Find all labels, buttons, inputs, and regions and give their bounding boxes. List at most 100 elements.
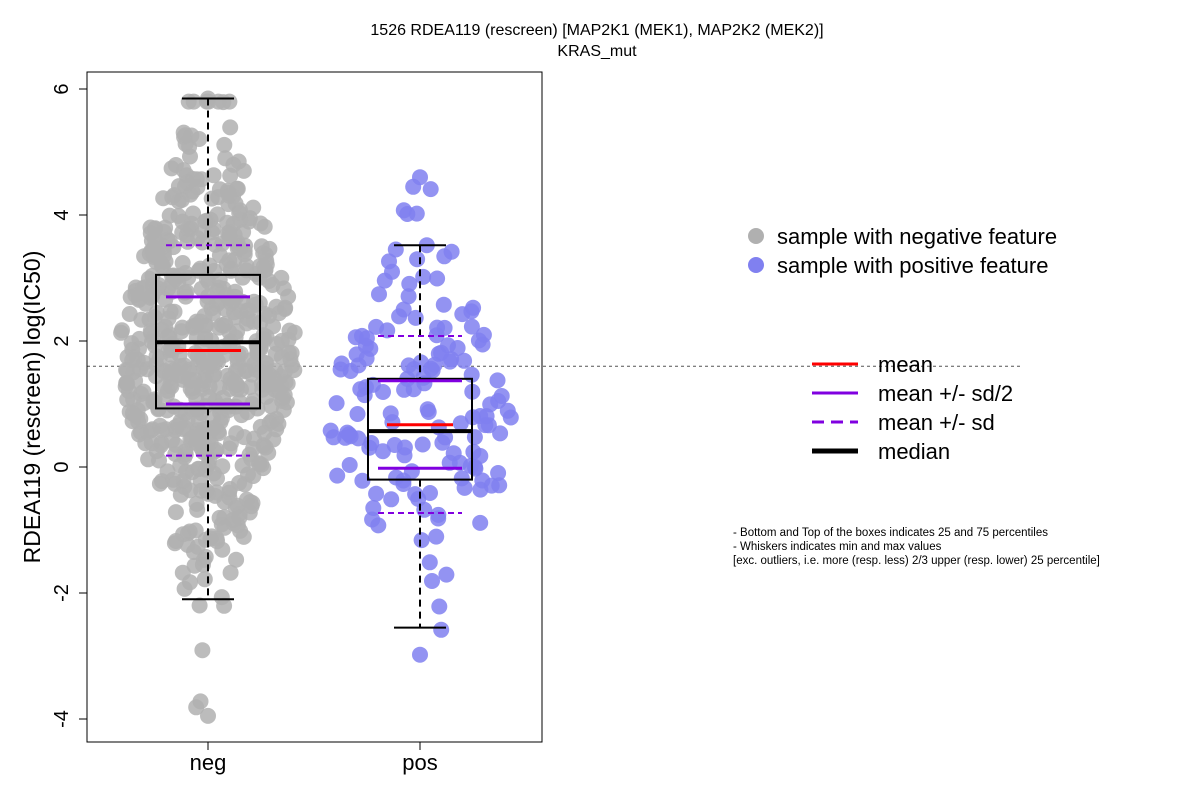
data-point xyxy=(255,460,272,477)
data-point xyxy=(221,481,238,497)
data-point xyxy=(257,355,274,371)
data-point xyxy=(219,367,236,384)
data-point xyxy=(273,377,290,394)
data-point xyxy=(490,465,507,481)
data-point xyxy=(211,319,228,336)
data-point xyxy=(188,495,205,512)
data-point xyxy=(210,93,227,110)
legend-line-label: mean +/- sd/2 xyxy=(878,381,1013,406)
legend: sample with negative feature sample with … xyxy=(748,224,1057,464)
data-point xyxy=(412,646,428,663)
data-point xyxy=(400,357,417,374)
data-point xyxy=(474,336,491,353)
data-point xyxy=(224,292,241,309)
data-point xyxy=(222,435,239,452)
data-point xyxy=(168,533,184,549)
data-point xyxy=(422,181,439,198)
data-point xyxy=(449,340,466,356)
data-point xyxy=(163,378,180,395)
data-point xyxy=(422,485,438,501)
data-point xyxy=(119,362,136,379)
data-point xyxy=(371,286,387,303)
data-point xyxy=(354,472,371,489)
y-tick-label: 4 xyxy=(51,209,73,220)
data-point xyxy=(407,309,424,326)
data-point xyxy=(192,260,209,277)
data-point xyxy=(456,479,473,496)
data-point xyxy=(329,467,346,484)
data-point xyxy=(276,301,293,317)
y-tick-label: 0 xyxy=(51,461,73,472)
legend-point-label: sample with negative feature xyxy=(777,224,1057,249)
data-point xyxy=(273,269,290,286)
data-point xyxy=(435,296,452,313)
data-point xyxy=(456,352,473,369)
legend-line-label: mean xyxy=(878,352,933,377)
data-point xyxy=(159,463,176,480)
data-point xyxy=(192,693,209,710)
data-point xyxy=(142,422,159,439)
data-point xyxy=(211,398,227,415)
data-point xyxy=(209,206,226,223)
data-point xyxy=(443,243,460,260)
data-point xyxy=(160,310,177,327)
data-point xyxy=(157,219,174,236)
data-point xyxy=(228,551,245,568)
data-point xyxy=(364,511,381,528)
data-point xyxy=(424,573,440,589)
data-point xyxy=(222,119,239,136)
data-point xyxy=(174,213,191,230)
points-neg xyxy=(113,90,303,724)
data-point xyxy=(216,136,233,153)
data-point xyxy=(280,288,297,305)
data-point xyxy=(348,346,365,363)
data-point xyxy=(164,274,181,291)
data-point xyxy=(438,566,455,583)
data-point xyxy=(483,477,500,494)
data-point xyxy=(211,272,228,288)
x-tick-label: pos xyxy=(402,750,437,775)
data-point xyxy=(179,233,196,250)
data-point xyxy=(196,571,213,588)
data-point xyxy=(409,251,426,268)
data-point xyxy=(358,330,375,347)
data-point xyxy=(193,404,209,421)
data-point xyxy=(142,225,159,242)
y-axis-label: RDEA119 (rescreen) log(IC50) xyxy=(19,251,45,564)
data-point xyxy=(209,533,226,550)
data-point xyxy=(182,186,199,203)
data-point xyxy=(405,178,422,195)
data-point xyxy=(492,425,509,442)
data-point xyxy=(195,360,212,376)
data-point xyxy=(161,207,178,224)
data-point xyxy=(245,440,262,457)
data-point xyxy=(186,557,203,574)
data-point xyxy=(384,414,401,431)
data-point xyxy=(416,501,433,518)
data-point xyxy=(391,308,408,325)
data-point xyxy=(201,424,218,441)
data-point xyxy=(428,528,445,545)
data-point xyxy=(182,148,198,165)
data-point xyxy=(341,457,358,473)
data-point xyxy=(395,202,412,219)
y-tick-label: -4 xyxy=(51,710,73,728)
data-point xyxy=(182,482,199,499)
data-point xyxy=(235,528,252,545)
data-point xyxy=(333,355,350,372)
data-point xyxy=(415,268,432,285)
data-point xyxy=(229,323,246,340)
data-point xyxy=(421,554,438,571)
note-line: - Whiskers indicates min and max values xyxy=(733,541,942,553)
data-point xyxy=(490,393,507,409)
data-point xyxy=(463,318,480,335)
data-point xyxy=(430,510,447,527)
data-point xyxy=(232,211,249,228)
data-point xyxy=(197,317,214,334)
data-point xyxy=(436,319,453,336)
data-point xyxy=(376,272,393,289)
data-point xyxy=(433,621,450,638)
data-point xyxy=(452,415,469,432)
data-point xyxy=(414,436,431,453)
data-point xyxy=(368,485,385,502)
